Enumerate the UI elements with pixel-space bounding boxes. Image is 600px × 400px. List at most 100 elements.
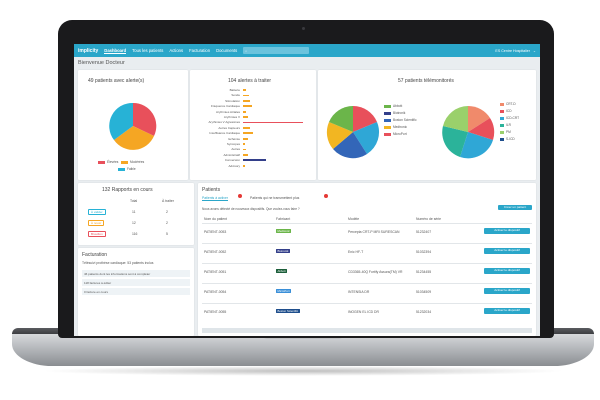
status-badge[interactable]: Brouillon — [88, 231, 106, 237]
app-screen: implicity Dashboard Tous les patients Ac… — [74, 44, 540, 336]
report-total: 11 — [132, 210, 136, 214]
nav-dashboard[interactable]: Dashboard — [104, 47, 127, 54]
activate-device-button[interactable]: Activer le dispositif — [484, 248, 530, 254]
legend-item: Medtronic — [384, 125, 417, 129]
nav-all-patients[interactable]: Tous les patients — [132, 48, 164, 53]
search-input[interactable]: ⌕ — [243, 47, 310, 54]
nav-actions[interactable]: Actions — [169, 48, 184, 53]
activate-device-button[interactable]: Activer le dispositif — [484, 308, 530, 314]
device-slice-4[interactable] — [442, 126, 468, 157]
maker-tag: Biotronik — [276, 249, 290, 253]
legend-item: ILR — [500, 123, 519, 127]
legend-label-low: Faible — [127, 167, 136, 171]
bar-label: Conversion — [224, 158, 240, 163]
bar[interactable] — [243, 94, 249, 97]
row-divider — [202, 263, 532, 264]
activate-device-button[interactable]: Activer le dispositif — [484, 228, 530, 234]
alerts-pie — [109, 102, 157, 150]
status-badge[interactable]: À valider — [88, 209, 106, 215]
billing-line[interactable]: 118 factures à éditer — [82, 279, 190, 286]
status-badge[interactable]: À revoir — [88, 220, 105, 226]
maker-slice-3[interactable] — [333, 132, 367, 159]
device-slice-2[interactable] — [468, 118, 495, 140]
billing-line[interactable]: 46 patients dont les informations sont à… — [82, 270, 190, 277]
tab-patients-to-activate[interactable]: Patients à activer — [202, 196, 229, 201]
laptop-base — [12, 334, 594, 366]
billing-line[interactable]: 0 facture en cours — [82, 288, 190, 295]
bar[interactable] — [243, 105, 253, 108]
bar-label: Administratif — [223, 152, 240, 157]
maker-slice-2[interactable] — [353, 122, 380, 154]
bar[interactable] — [243, 121, 303, 124]
col-header-serial: Numéro de série — [416, 217, 442, 221]
bar[interactable] — [243, 127, 250, 129]
user-menu[interactable]: ES Centre Hospitalier ⌄ — [495, 49, 536, 53]
row-divider — [202, 243, 532, 244]
legend-label-moderate: Modérées — [130, 160, 145, 164]
todo-card: 104 alertes à traiter Batterie Sonde Stimu… — [190, 70, 316, 180]
device-slice-1[interactable] — [468, 105, 490, 132]
serial-number: 51034509 — [416, 290, 432, 294]
chevron-down-icon: ⌄ — [532, 48, 536, 53]
bar[interactable] — [243, 132, 254, 135]
legend-swatch-low — [118, 167, 125, 171]
patient-name: PATIENT-0053 — [204, 230, 227, 234]
bar[interactable] — [243, 164, 246, 167]
report-todo: 2 — [166, 221, 168, 225]
bar[interactable] — [243, 154, 248, 156]
device-slice-3[interactable] — [460, 132, 493, 159]
bar[interactable] — [243, 110, 247, 113]
bar-label: Fréquence Cardiaque — [210, 104, 240, 109]
report-total: 116 — [132, 232, 138, 236]
create-patient-button[interactable]: Créer un patient — [498, 205, 532, 210]
legend-swatch-high — [98, 160, 105, 164]
pie-slice-high[interactable] — [133, 102, 157, 136]
top-navbar: implicity Dashboard Tous les patients Ac… — [74, 44, 540, 57]
legend-item: PM — [500, 130, 519, 134]
patients-title: Patients — [202, 187, 221, 193]
serial-number: 51232034 — [416, 310, 432, 314]
device-model: CD3365-40Q Fortify Assura(TM) VR — [348, 270, 403, 274]
bar[interactable] — [243, 148, 247, 151]
bar[interactable] — [243, 100, 250, 102]
bar[interactable] — [243, 159, 267, 162]
pie-slice-low[interactable] — [109, 102, 133, 140]
notification-badge — [324, 194, 328, 198]
nav-documents[interactable]: Documents — [216, 48, 238, 53]
serial-number: 51032394 — [416, 250, 432, 254]
maker-slice-1[interactable] — [353, 106, 377, 132]
nav-billing[interactable]: Facturation — [189, 48, 211, 53]
report-todo: 2 — [166, 210, 168, 214]
tele-title: 57 patients télémonitorés — [398, 78, 454, 84]
activate-device-button[interactable]: Activer le dispositif — [484, 268, 530, 274]
patient-name: PATIENT-0051 — [204, 270, 227, 274]
legend-item: S-ICD — [500, 137, 519, 141]
bar-label: Autres Capteurs — [218, 125, 240, 130]
patients-card: Patients Patients à activer Patients qui… — [198, 183, 536, 336]
bar-label: Syncopes — [226, 142, 240, 146]
alerts-legend: Élevées Modérées — [98, 160, 144, 164]
pagination-bar — [202, 328, 532, 333]
maker-slice-5[interactable] — [329, 106, 353, 132]
bar[interactable] — [243, 143, 246, 145]
col-header-name: Nom du patient — [204, 217, 227, 221]
activate-device-button[interactable]: Activer le dispositif — [484, 288, 530, 294]
bar[interactable] — [243, 89, 247, 91]
serial-number: 51234455 — [416, 270, 432, 274]
pie-slice-moderate[interactable] — [114, 126, 154, 150]
reports-header-total: Total — [130, 199, 138, 203]
tab-not-transmitting[interactable]: Patients qui ne transmettent plus — [250, 196, 300, 200]
bar[interactable] — [243, 137, 248, 140]
col-header-model: Modèle — [348, 217, 360, 221]
todo-title: 104 alertes à traiter — [228, 78, 272, 84]
app-logo[interactable]: implicity — [78, 47, 99, 54]
bar[interactable] — [243, 116, 248, 118]
device-slice-5[interactable] — [443, 106, 468, 132]
tele-pies — [326, 105, 495, 159]
alerts-legend-low: Faible — [118, 167, 136, 171]
row-divider — [202, 223, 532, 224]
maker-slice-4[interactable] — [326, 122, 353, 149]
bar-label: Sonde — [231, 93, 240, 98]
reports-title: 132 Rapports en cours — [102, 187, 153, 193]
